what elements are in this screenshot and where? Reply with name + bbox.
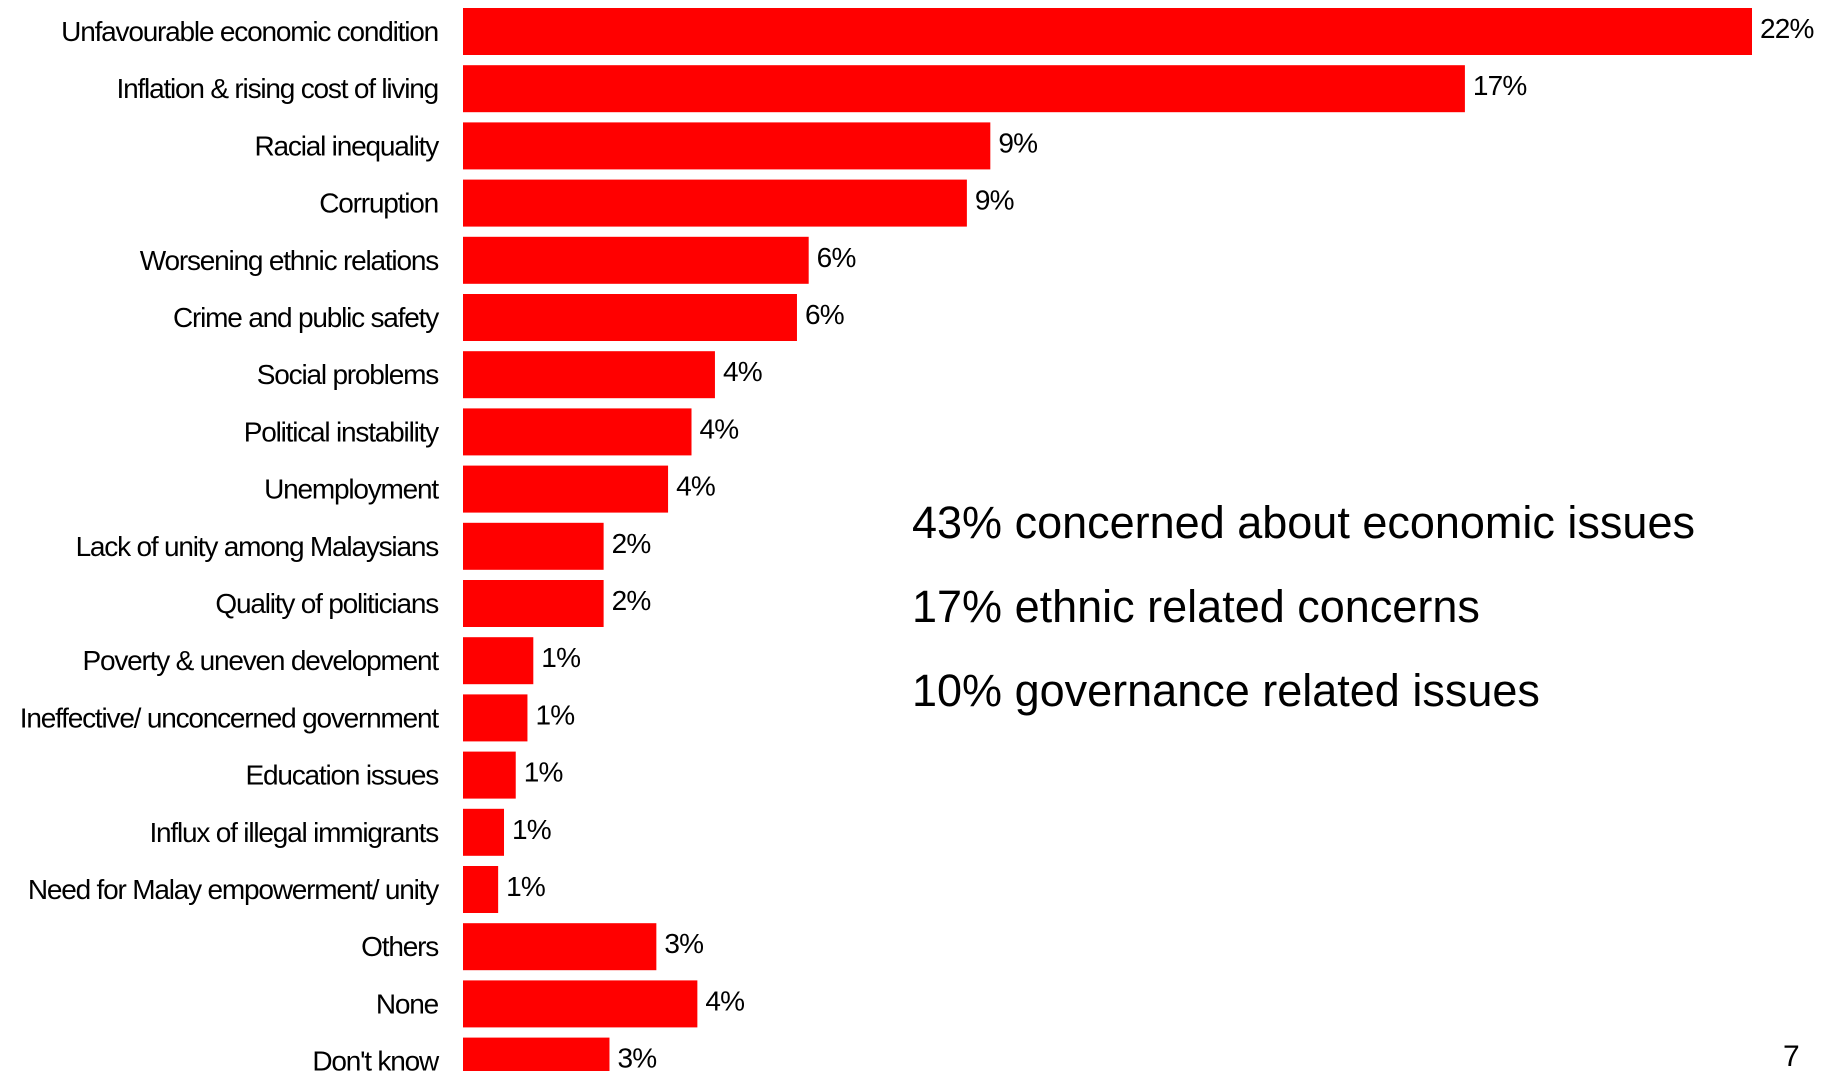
note-ethnic: 17% ethnic related concerns — [912, 581, 1480, 632]
bar-others — [463, 923, 657, 971]
bar-poverty-uneven-development — [463, 637, 534, 685]
bar-none — [463, 980, 698, 1028]
page-number: 7 — [1783, 1040, 1800, 1073]
value-label-quality-of-politicians: 2% — [612, 585, 651, 616]
category-label-racial-inequality: Racial inequality — [255, 130, 440, 161]
category-label-crime-and-public-safety: Crime and public safety — [173, 302, 439, 333]
bar-political-instability — [463, 408, 692, 456]
category-label-need-for-malay-empowerment-unity: Need for Malay empowerment/ unity — [28, 874, 439, 905]
value-label-political-instability: 4% — [700, 413, 739, 444]
category-label-education-issues: Education issues — [246, 760, 439, 791]
category-label-worsening-ethnic-relations: Worsening ethnic relations — [140, 245, 438, 276]
note-governance: 10% governance related issues — [912, 665, 1540, 716]
category-label-poverty-uneven-development: Poverty & uneven development — [82, 645, 439, 676]
category-label-corruption: Corruption — [319, 188, 438, 219]
category-label-unemployment: Unemployment — [264, 474, 439, 505]
category-label-influx-of-illegal-immigrants: Influx of illegal immigrants — [149, 817, 438, 848]
bar-influx-of-illegal-immigrants — [463, 808, 505, 856]
category-label-lack-of-unity-among-malaysians: Lack of unity among Malaysians — [76, 531, 439, 562]
bar-education-issues — [463, 751, 516, 799]
bar-unfavourable-economic-condition — [463, 8, 1752, 55]
value-label-inflation-rising-cost-of-living: 17% — [1473, 70, 1527, 101]
value-label-worsening-ethnic-relations: 6% — [817, 242, 856, 273]
value-label-influx-of-illegal-immigrants: 1% — [512, 814, 551, 845]
value-label-unemployment: 4% — [676, 471, 715, 502]
bar-worsening-ethnic-relations — [463, 236, 809, 284]
bar-racial-inequality — [463, 122, 991, 170]
bar-social-problems — [463, 351, 715, 399]
category-label-ineffective-unconcerned-government: Ineffective/ unconcerned government — [20, 702, 440, 733]
category-label-unfavourable-economic-condition: Unfavourable economic condition — [61, 16, 438, 47]
value-label-don-t-know: 3% — [617, 1043, 656, 1071]
category-label-none: None — [376, 988, 439, 1019]
category-label-social-problems: Social problems — [257, 359, 438, 390]
value-label-none: 4% — [705, 985, 744, 1016]
summary-notes: 43% concerned about economic issues 17% … — [912, 494, 1712, 746]
category-label-inflation-rising-cost-of-living: Inflation & rising cost of living — [117, 73, 438, 104]
value-label-poverty-uneven-development: 1% — [541, 642, 580, 673]
bar-inflation-rising-cost-of-living — [463, 65, 1465, 113]
category-label-quality-of-politicians: Quality of politicians — [215, 588, 438, 619]
bar-ineffective-unconcerned-government — [463, 694, 528, 742]
value-label-unfavourable-economic-condition: 22% — [1760, 13, 1814, 44]
bar-quality-of-politicians — [463, 580, 604, 627]
value-label-racial-inequality: 9% — [998, 127, 1037, 158]
value-label-lack-of-unity-among-malaysians: 2% — [612, 528, 651, 559]
value-label-others: 3% — [664, 928, 703, 959]
value-label-ineffective-unconcerned-government: 1% — [535, 699, 574, 730]
value-label-corruption: 9% — [975, 185, 1014, 216]
value-label-social-problems: 4% — [723, 356, 762, 387]
note-economic: 43% concerned about economic issues — [912, 497, 1695, 548]
bar-don-t-know — [463, 1037, 610, 1071]
bar-lack-of-unity-among-malaysians — [463, 522, 604, 570]
value-label-crime-and-public-safety: 6% — [805, 299, 844, 330]
value-label-education-issues: 1% — [524, 757, 563, 788]
bar-crime-and-public-safety — [463, 294, 797, 341]
category-label-don-t-know: Don't know — [312, 1046, 440, 1071]
bar-corruption — [463, 179, 967, 227]
bar-unemployment — [463, 465, 669, 513]
category-label-political-instability: Political instability — [244, 416, 439, 447]
value-label-need-for-malay-empowerment-unity: 1% — [506, 871, 545, 902]
category-label-others: Others — [361, 931, 438, 962]
bar-need-for-malay-empowerment-unity — [463, 866, 499, 913]
